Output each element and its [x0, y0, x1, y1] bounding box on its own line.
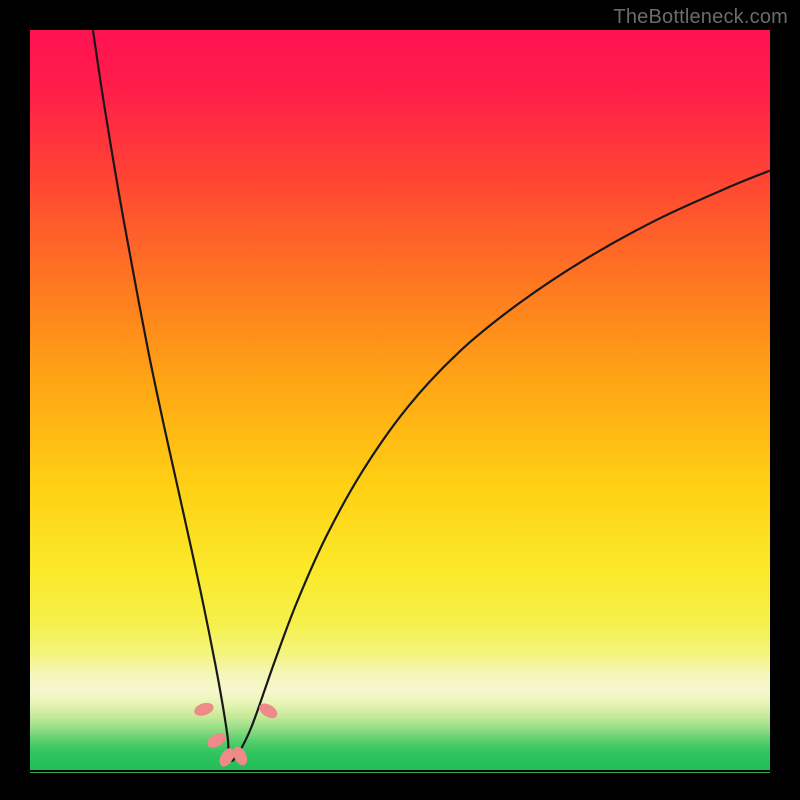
gradient-background — [30, 30, 770, 770]
chart-frame: TheBottleneck.com — [0, 0, 800, 800]
x-axis-line — [30, 772, 770, 773]
watermark-text: TheBottleneck.com — [613, 6, 788, 29]
plot-area — [30, 30, 770, 770]
plot-svg — [30, 30, 770, 770]
